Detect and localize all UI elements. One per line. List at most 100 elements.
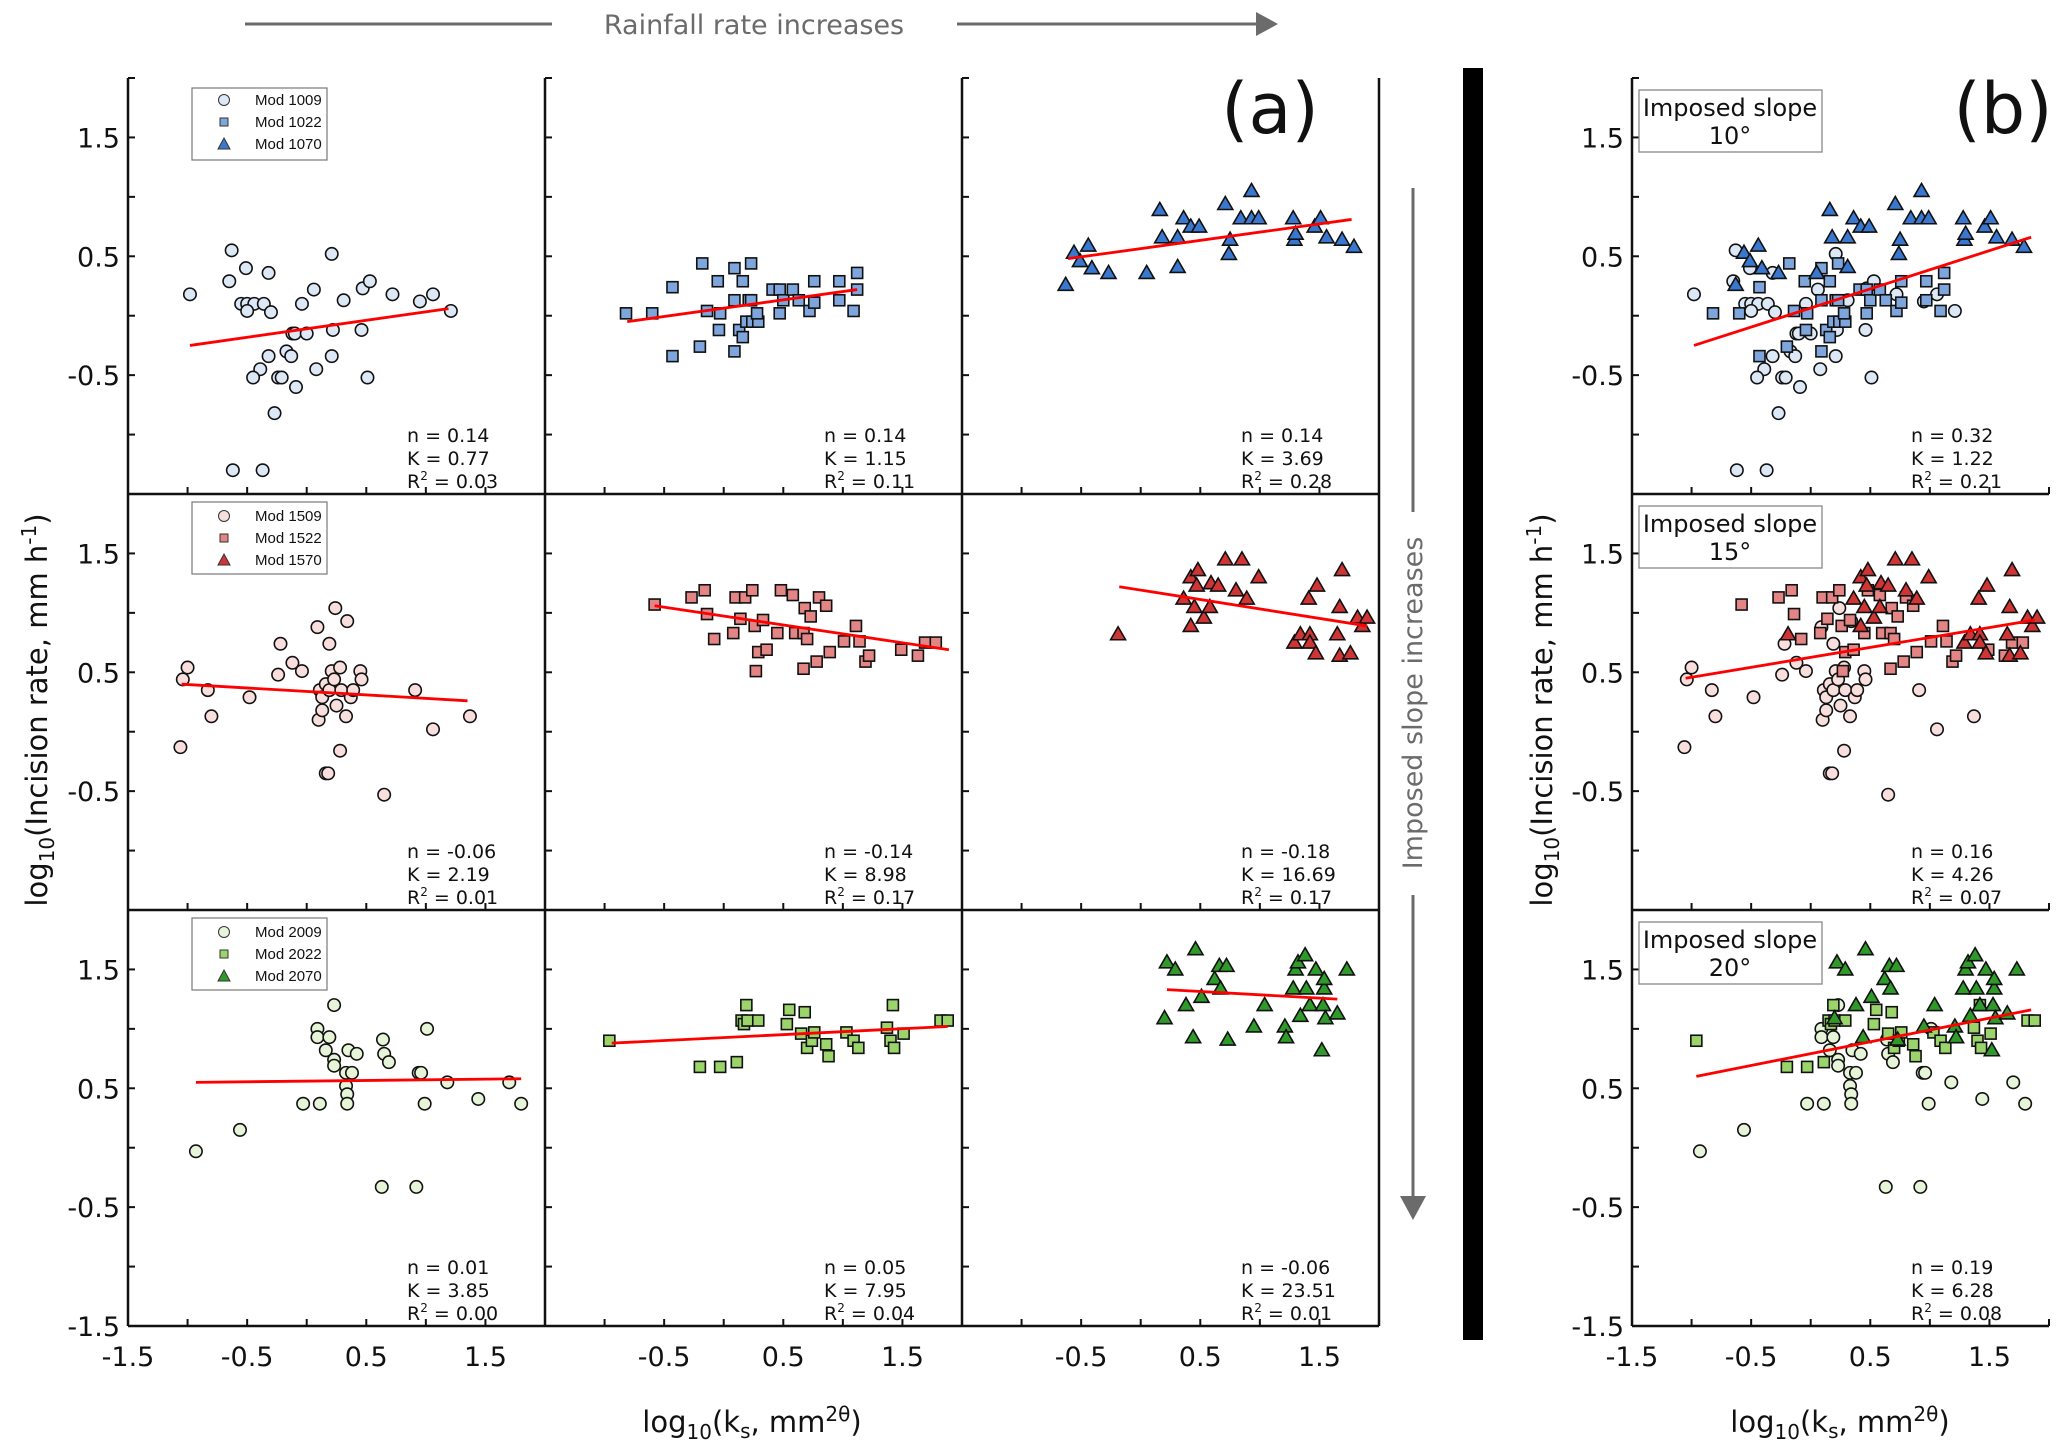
data-point-circle: [1819, 703, 1834, 718]
data-point-circle: [1833, 698, 1848, 713]
data-point-triangle: [1903, 550, 1921, 566]
data-point-circle: [327, 1058, 342, 1073]
data-point-circle: [1885, 1055, 1900, 1070]
data-point-triangle: [1328, 1004, 1347, 1020]
y-tick-label: 0.5: [77, 1074, 120, 1105]
data-point-circle: [1810, 282, 1825, 297]
data-point-square: [1782, 257, 1796, 270]
data-point-circle: [1771, 406, 1786, 421]
data-point-triangle: [1237, 589, 1256, 605]
data-point-square: [666, 349, 679, 363]
data-point-circle: [324, 349, 339, 364]
stat-r2: R2 = 0.00: [407, 1301, 498, 1325]
legend: Mod 1009 Mod 1022 Mod 1070: [191, 87, 328, 161]
data-point-triangle: [1726, 275, 1745, 292]
data-point-square: [1798, 274, 1812, 288]
data-point-square: [738, 591, 752, 604]
legend-label: Mod 2009: [255, 924, 322, 941]
stat-n: n = -0.06: [407, 841, 496, 863]
data-point-circle: [1765, 349, 1780, 364]
data-point-square: [1837, 307, 1851, 320]
data-point-square: [1787, 607, 1801, 621]
slope-box: [1638, 89, 1823, 153]
data-point-triangle: [1925, 995, 1944, 1012]
stat-r2: R2 = 0.07: [1911, 885, 2002, 909]
rainfall-arrow: Rainfall rate increases: [245, 10, 1278, 41]
data-point-square: [822, 1049, 835, 1063]
data-point-square: [1821, 612, 1834, 626]
data-point-circle: [1858, 672, 1873, 687]
data-point-circle: [1975, 1091, 1990, 1106]
data-point-square: [1869, 1003, 1883, 1017]
data-point-triangle: [1221, 230, 1239, 246]
stat-k: K = 6.28: [1911, 1280, 1994, 1302]
data-point-square: [1753, 349, 1766, 363]
data-point-circle: [1913, 1179, 1928, 1194]
data-point-triangle: [1779, 625, 1797, 641]
data-point-circle: [1864, 370, 1879, 385]
y-tick-label: 1.5: [1581, 123, 1624, 154]
fit-line: [1166, 988, 1338, 1001]
data-point-triangle: [1255, 995, 1274, 1012]
data-point-square: [1934, 304, 1947, 318]
data-point-circle: [1814, 1030, 1829, 1045]
data-point-triangle: [1209, 576, 1228, 592]
x-tick-label: 0.5: [1179, 1342, 1222, 1373]
data-point-circle: [1878, 1179, 1893, 1194]
data-point-triangle: [1870, 597, 1889, 614]
data-point-triangle: [1301, 633, 1319, 649]
legend-box: [191, 917, 328, 991]
data-point-triangle: [1807, 263, 1826, 280]
data-point-circle: [246, 370, 261, 385]
legend-triangle-icon: [217, 968, 231, 982]
data-point-triangle: [1315, 969, 1334, 986]
data-point-triangle: [1828, 953, 1846, 969]
y-tick-label: -0.5: [67, 777, 120, 808]
data-point-square: [1940, 635, 1953, 648]
stat-n: n = -0.18: [1241, 841, 1330, 863]
data-point-square: [726, 626, 740, 640]
y-tick-label: 1.5: [77, 955, 120, 986]
data-point-square: [603, 1034, 616, 1048]
slope-box: [1638, 505, 1823, 569]
data-point-circle: [324, 246, 339, 261]
rainfall-arrow-label: Rainfall rate increases: [604, 10, 904, 41]
data-point-circle: [417, 1096, 432, 1111]
data-point-square: [685, 591, 698, 604]
data-point-square: [1780, 340, 1794, 353]
data-point-triangle: [1854, 1028, 1873, 1044]
data-point-circle: [267, 406, 282, 421]
data-point-triangle: [1341, 644, 1360, 660]
data-point-triangle: [1954, 209, 1973, 225]
data-point-circle: [294, 664, 309, 679]
data-point-square: [1885, 1005, 1899, 1019]
data-point-triangle: [1297, 979, 1316, 995]
stat-r2: R2 = 0.04: [824, 1301, 915, 1325]
data-point-square: [823, 645, 837, 659]
fit-line: [1119, 585, 1368, 628]
data-point-circle: [1798, 664, 1813, 679]
data-point-circle: [327, 998, 342, 1013]
arrowhead-right-icon: [1256, 12, 1278, 36]
data-point-circle: [443, 303, 458, 318]
data-point-triangle: [1316, 1009, 1335, 1025]
x-tick-label: 0.5: [345, 1342, 388, 1373]
data-point-triangle: [1860, 217, 1878, 233]
y-tick-label: -1.5: [1571, 1312, 1624, 1343]
data-point-triangle: [2003, 560, 2021, 577]
data-point-circle: [240, 303, 255, 318]
data-point-triangle: [1184, 1028, 1203, 1044]
legend-circle-icon: [218, 926, 230, 938]
data-point-square: [774, 583, 788, 597]
data-point-circle: [333, 660, 348, 675]
data-point-circle: [182, 287, 197, 302]
data-point-circle: [285, 655, 300, 670]
data-point-triangle: [1299, 589, 1318, 605]
data-point-triangle: [1825, 1009, 1844, 1025]
data-point-triangle: [1275, 1017, 1294, 1033]
data-point-triangle: [1859, 560, 1877, 577]
data-point-square: [1823, 274, 1837, 288]
data-point-circle: [1692, 1144, 1707, 1159]
data-point-triangle: [1137, 263, 1156, 280]
